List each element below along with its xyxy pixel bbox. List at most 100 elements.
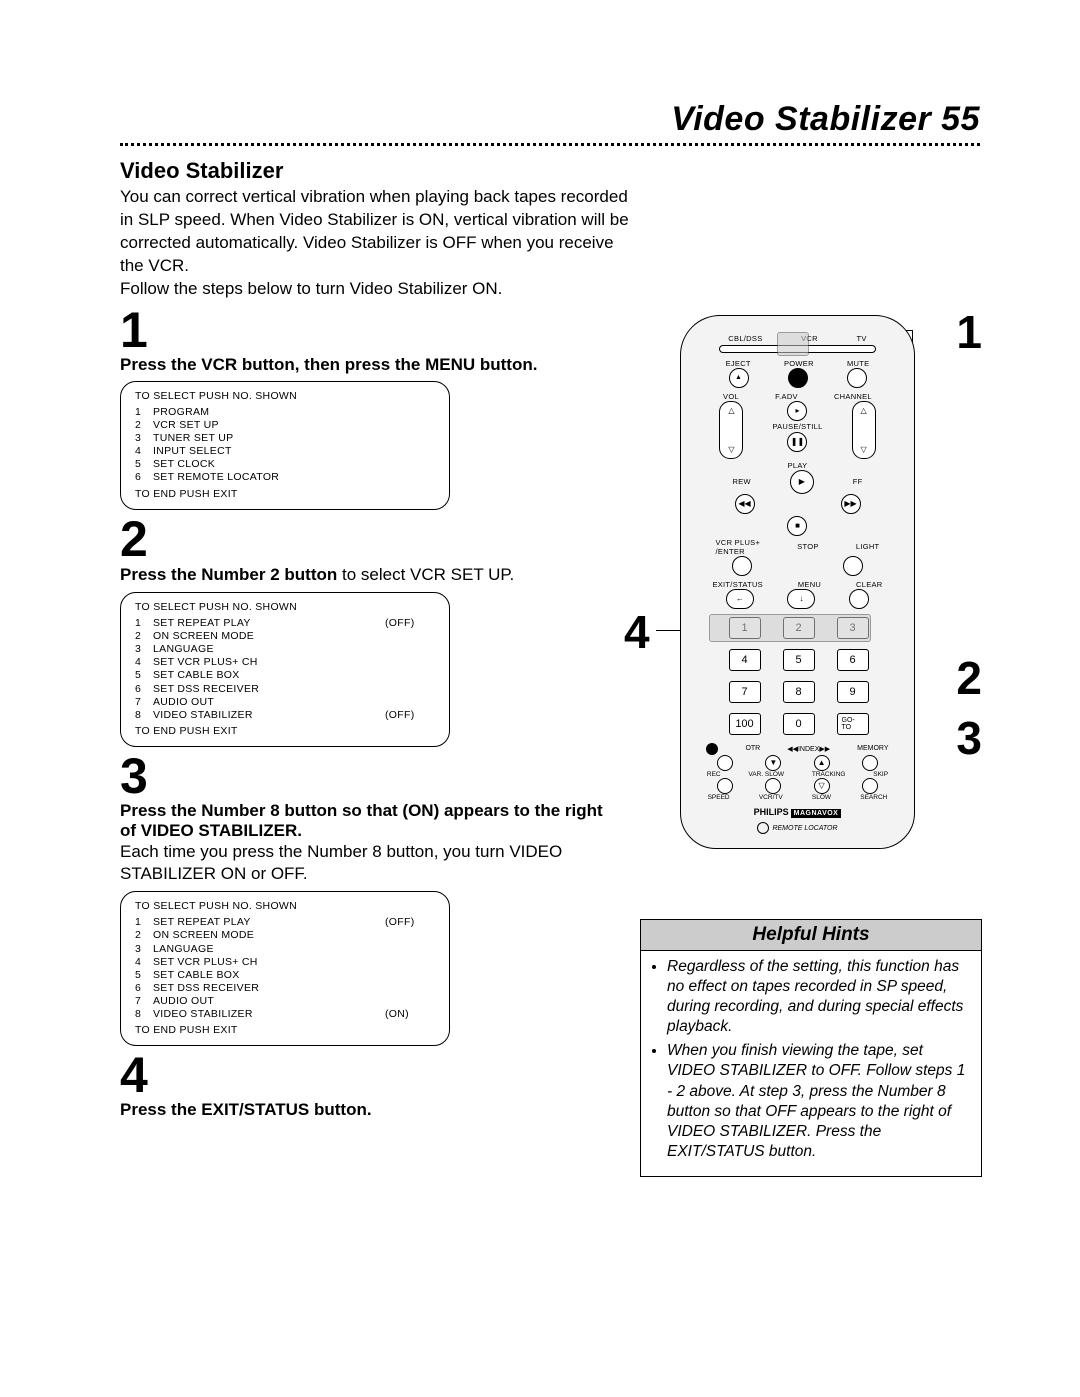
exitstatus-button[interactable]: ← — [726, 589, 754, 609]
lbl-mute: MUTE — [847, 359, 869, 368]
small-btn-4[interactable] — [862, 755, 878, 771]
small-btn-6[interactable] — [765, 778, 781, 794]
keypad-7[interactable]: 7 — [729, 681, 761, 703]
rew-button[interactable]: ◀◀ — [735, 494, 755, 514]
menu-row: 3TUNER SET UP — [135, 432, 435, 445]
left-column: 1 Press the VCR button, then press the M… — [120, 301, 610, 1121]
power-button[interactable] — [788, 368, 808, 388]
hint-item: When you finish viewing the tape, set VI… — [667, 1041, 971, 1162]
remote-wrap: 1 2 3 4 CBL/DSS VCR TV — [680, 315, 940, 849]
lbl-slow: SLOW — [812, 794, 831, 801]
ff-button[interactable]: ▶▶ — [841, 494, 861, 514]
menu-row: 6SET DSS RECEIVER — [135, 982, 435, 995]
step2-rest: to select VCR SET UP. — [337, 565, 514, 584]
menu-row: 2ON SCREEN MODE — [135, 929, 435, 942]
lbl-stop: STOP — [797, 542, 818, 551]
menu-row: 1SET REPEAT PLAY(OFF) — [135, 617, 435, 630]
menu-row: 8VIDEO STABILIZER(OFF) — [135, 709, 435, 722]
menu-row: 4INPUT SELECT — [135, 445, 435, 458]
small-btn-2[interactable]: ▼ — [765, 755, 781, 771]
lbl-vol: VOL — [723, 392, 739, 401]
step3-body: Each time you press the Number 8 button,… — [120, 841, 610, 885]
lbl-search: SEARCH — [860, 794, 887, 801]
vcrplus-button[interactable] — [732, 556, 752, 576]
menu-box-1: TO SELECT PUSH NO. SHOWN 1PROGRAM2VCR SE… — [120, 381, 450, 510]
header-page-num: 55 — [941, 100, 980, 138]
lbl-skip: SKIP — [873, 771, 888, 778]
mute-button[interactable] — [847, 368, 867, 388]
step2-text: Press the Number 2 button to select VCR … — [120, 564, 610, 586]
keypad-0[interactable]: 0 — [783, 713, 815, 735]
small-btn-3[interactable]: ▲ — [814, 755, 830, 771]
lbl-varslow: VAR. SLOW — [748, 771, 784, 778]
channel-rocker[interactable]: △▽ — [852, 401, 876, 459]
keypad-GO-TO[interactable]: GO-TO — [837, 713, 869, 735]
keypad-6[interactable]: 6 — [837, 649, 869, 671]
small-btn-1[interactable] — [717, 755, 733, 771]
keypad-8[interactable]: 8 — [783, 681, 815, 703]
menu-row: 4SET VCR PLUS+ CH — [135, 656, 435, 669]
pause-button[interactable]: ❚❚ — [787, 432, 807, 452]
rec-icon — [706, 743, 718, 755]
page-header: Video Stabilizer 55 — [120, 100, 980, 139]
lbl-ff: FF — [853, 477, 863, 486]
keypad-5[interactable]: 5 — [783, 649, 815, 671]
menu-row: 1PROGRAM — [135, 406, 435, 419]
step3-bold: Press the Number 8 button so that (ON) a… — [120, 801, 610, 841]
lbl-memory: MEMORY — [857, 745, 888, 752]
menu-row: 2VCR SET UP — [135, 419, 435, 432]
step3-number: 3 — [120, 751, 610, 801]
locator-row: REMOTE LOCATOR — [691, 822, 904, 834]
clear-button[interactable] — [849, 589, 869, 609]
step4-number: 4 — [120, 1050, 610, 1100]
lbl-rew: REW — [732, 477, 750, 486]
step2-bold: Press the Number 2 button — [120, 565, 337, 584]
menu-row: 8VIDEO STABILIZER(ON) — [135, 1008, 435, 1021]
keypad-100[interactable]: 100 — [729, 713, 761, 735]
small-btn-7[interactable]: ▽ — [814, 778, 830, 794]
step1-text: Press the VCR button, then press the MEN… — [120, 355, 610, 375]
small-btn-5[interactable] — [717, 778, 733, 794]
stop-button[interactable]: ■ — [787, 516, 807, 536]
lbl-power: POWER — [784, 359, 814, 368]
callout-2: 2 — [956, 651, 982, 705]
menu1-footer: TO END PUSH EXIT — [135, 488, 435, 501]
menu-row: 7AUDIO OUT — [135, 696, 435, 709]
eject-button[interactable]: ▲ — [729, 368, 749, 388]
lbl-tracking: TRACKING — [812, 771, 846, 778]
intro-p1: You can correct vertical vibration when … — [120, 187, 629, 275]
fadv-button[interactable]: ▸ — [787, 401, 807, 421]
menu-row: 6SET DSS RECEIVER — [135, 683, 435, 696]
keypad-9[interactable]: 9 — [837, 681, 869, 703]
brand-magnavox: MAGNAVOX — [791, 809, 842, 818]
menu-box-3: TO SELECT PUSH NO. SHOWN 1SET REPEAT PLA… — [120, 891, 450, 1046]
intro-paragraph: You can correct vertical vibration when … — [120, 186, 640, 301]
intro-p2: Follow the steps below to turn Video Sta… — [120, 279, 502, 298]
menu-row: 1SET REPEAT PLAY(OFF) — [135, 916, 435, 929]
menu2-footer: TO END PUSH EXIT — [135, 725, 435, 738]
callout-1: 1 — [956, 305, 982, 359]
menu-row: 5SET CABLE BOX — [135, 969, 435, 982]
lbl-vcrtv: VCR/TV — [759, 794, 783, 801]
right-column: 1 2 3 4 CBL/DSS VCR TV — [640, 301, 982, 1177]
lbl-clear: CLEAR — [856, 580, 883, 589]
remote-control: CBL/DSS VCR TV EJECT POWER MUTE ▲ — [680, 315, 915, 849]
menu-row: 3LANGUAGE — [135, 643, 435, 656]
light-button[interactable] — [843, 556, 863, 576]
step2-number: 2 — [120, 514, 610, 564]
eject-icon: ▲ — [735, 374, 742, 381]
menu3-title: TO SELECT PUSH NO. SHOWN — [135, 900, 435, 913]
play-button[interactable]: ▶ — [790, 470, 814, 494]
menu2-title: TO SELECT PUSH NO. SHOWN — [135, 601, 435, 614]
vol-rocker[interactable]: △▽ — [719, 401, 743, 459]
dotted-rule — [120, 143, 980, 146]
brand-philips: PHILIPS — [754, 807, 789, 817]
small-btn-8[interactable] — [862, 778, 878, 794]
menu3-footer: TO END PUSH EXIT — [135, 1024, 435, 1037]
keypad-4[interactable]: 4 — [729, 649, 761, 671]
lbl-cbldss: CBL/DSS — [728, 334, 762, 343]
menu-button[interactable]: ↓ — [787, 589, 815, 609]
menu-box-2: TO SELECT PUSH NO. SHOWN 1SET REPEAT PLA… — [120, 592, 450, 747]
header-title: Video Stabilizer — [671, 100, 931, 138]
menu-row: 4SET VCR PLUS+ CH — [135, 956, 435, 969]
